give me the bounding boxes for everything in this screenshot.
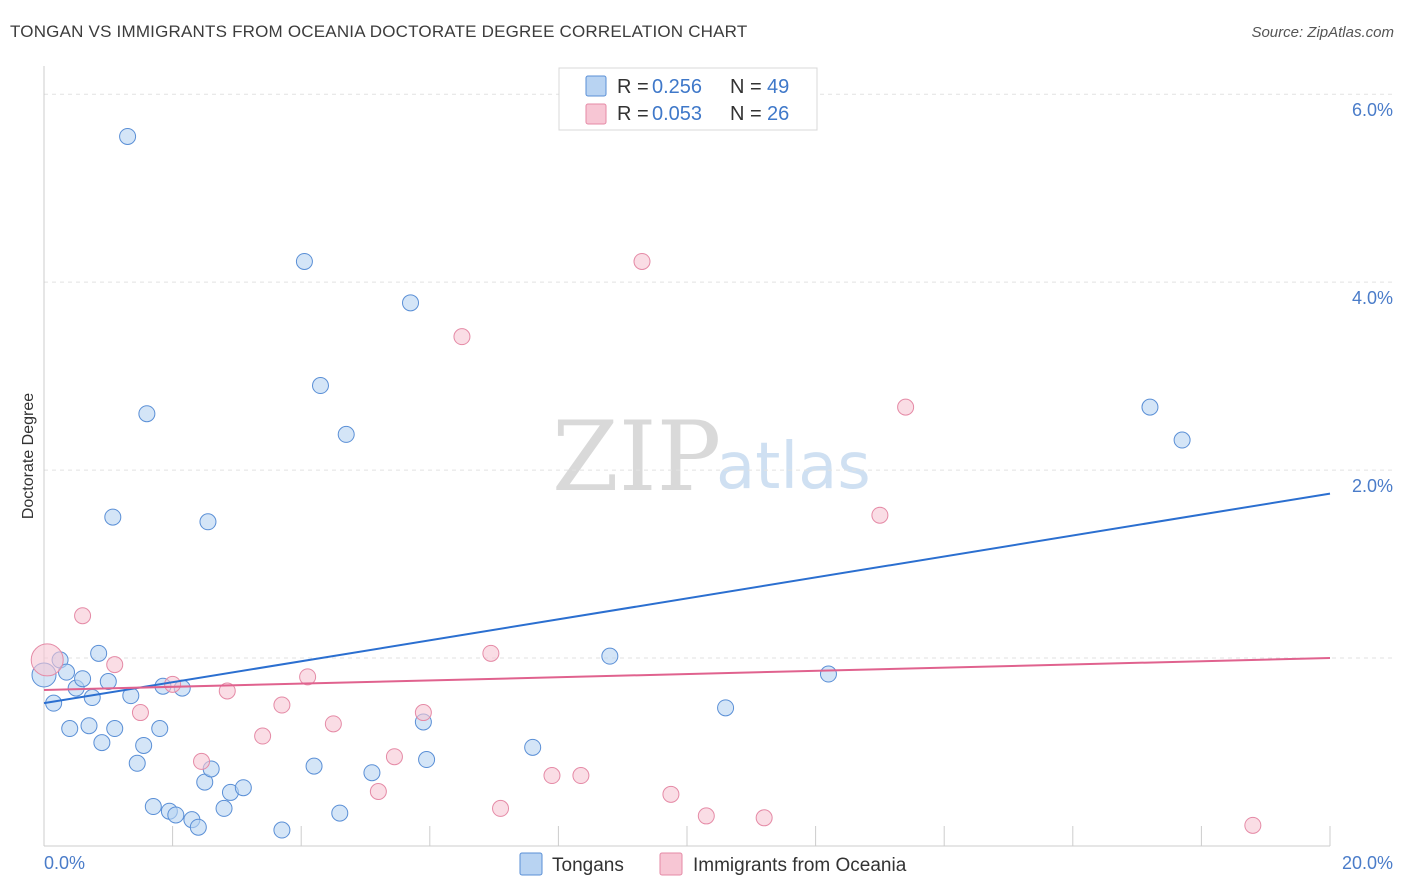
- point-tongans: [402, 294, 420, 312]
- y-tick-label: 2.0%: [1352, 476, 1393, 496]
- point-oceania: [273, 696, 291, 714]
- point-oceania: [633, 252, 651, 270]
- point-tongans: [234, 779, 252, 797]
- point-oceania: [697, 807, 715, 825]
- point-oceania: [74, 607, 92, 625]
- y-tick-labels: 2.0%4.0%6.0%8.0%: [1352, 100, 1393, 496]
- point-tongans: [119, 127, 137, 145]
- source-label: Source: ZipAtlas.com: [1251, 24, 1394, 41]
- point-tongans: [83, 689, 101, 707]
- point-tongans: [104, 508, 122, 526]
- point-tongans: [144, 798, 162, 816]
- bottom-legend: Tongans Immigrants from Oceania: [519, 852, 907, 876]
- point-tongans: [363, 764, 381, 782]
- bottom-legend-swatch-tongans: [519, 852, 543, 876]
- watermark: ZIP atlas: [552, 401, 871, 513]
- legend-n-value-1: 49: [767, 76, 789, 98]
- point-tongans: [167, 806, 185, 824]
- point-oceania: [218, 682, 236, 700]
- point-oceania: [106, 656, 124, 674]
- trend-line-oceania: [43, 657, 1331, 691]
- x-axis-ticks: [172, 826, 1331, 846]
- point-oceania: [299, 668, 317, 686]
- point-tongans: [90, 644, 108, 662]
- legend-swatch-oceania: [585, 103, 607, 125]
- point-tongans: [151, 720, 169, 738]
- point-tongans: [128, 754, 146, 772]
- point-tongans: [58, 663, 76, 681]
- point-oceania: [871, 506, 889, 524]
- trend-lines: [43, 492, 1331, 705]
- bottom-legend-label-oceania: Immigrants from Oceania: [693, 855, 907, 876]
- y-axis-label: Doctorate Degree: [20, 393, 37, 519]
- watermark-atlas: atlas: [716, 430, 871, 504]
- point-tongans: [305, 757, 323, 775]
- legend-r-value-1: 0.256: [652, 76, 702, 98]
- point-oceania: [324, 715, 342, 733]
- top-legend: R = 0.256 N = 49 R = 0.053 N = 26: [558, 67, 818, 131]
- point-tongans: [311, 377, 329, 395]
- bottom-legend-label-tongans: Tongans: [552, 855, 624, 876]
- point-oceania: [164, 675, 182, 693]
- point-tongans: [135, 736, 153, 754]
- legend-n-label-1: N =: [730, 76, 762, 98]
- point-oceania: [30, 643, 64, 677]
- legend-n-label-2: N =: [730, 103, 762, 125]
- point-oceania: [492, 799, 510, 817]
- point-tongans: [717, 699, 735, 717]
- legend-swatch-tongans: [585, 75, 607, 97]
- point-tongans: [1173, 431, 1191, 449]
- point-oceania: [131, 704, 149, 722]
- point-tongans: [138, 405, 156, 423]
- legend-r-value-2: 0.053: [652, 103, 702, 125]
- chart-title: TONGAN VS IMMIGRANTS FROM OCEANIA DOCTOR…: [10, 22, 748, 41]
- point-tongans: [189, 818, 207, 836]
- point-tongans: [601, 647, 619, 665]
- point-oceania: [482, 644, 500, 662]
- point-tongans: [819, 665, 837, 683]
- point-oceania: [414, 704, 432, 722]
- point-oceania: [453, 328, 471, 346]
- x-tick-label-max: 20.0%: [1342, 853, 1393, 873]
- point-oceania: [897, 398, 915, 416]
- point-tongans: [80, 717, 98, 735]
- y-tick-label: 6.0%: [1352, 100, 1393, 120]
- x-tick-label-min: 0.0%: [44, 853, 85, 873]
- point-tongans: [99, 673, 117, 691]
- legend-r-label-2: R =: [617, 103, 649, 125]
- point-oceania: [193, 752, 211, 770]
- point-oceania: [572, 767, 590, 785]
- data-points: [30, 127, 1262, 839]
- point-tongans: [418, 751, 436, 769]
- point-tongans: [295, 252, 313, 270]
- point-tongans: [199, 513, 217, 531]
- grid-lines: [44, 93, 1392, 659]
- y-tick-label: 4.0%: [1352, 288, 1393, 308]
- point-tongans: [106, 720, 124, 738]
- point-oceania: [385, 748, 403, 766]
- point-tongans: [215, 799, 233, 817]
- watermark-zip: ZIP: [552, 401, 721, 513]
- point-tongans: [1141, 398, 1159, 416]
- point-oceania: [254, 727, 272, 745]
- legend-n-value-2: 26: [767, 103, 789, 125]
- point-tongans: [74, 670, 92, 688]
- point-tongans: [93, 734, 111, 752]
- point-oceania: [755, 809, 773, 827]
- point-tongans: [524, 738, 542, 756]
- point-oceania: [662, 785, 680, 803]
- point-tongans: [337, 425, 355, 443]
- point-tongans: [61, 720, 79, 738]
- trend-line-tongans: [43, 492, 1331, 705]
- point-oceania: [543, 767, 561, 785]
- legend-r-label-1: R =: [617, 76, 649, 98]
- point-tongans: [273, 821, 291, 839]
- point-oceania: [369, 782, 387, 800]
- point-oceania: [1244, 816, 1262, 834]
- bottom-legend-swatch-oceania: [659, 852, 683, 876]
- point-tongans: [331, 804, 349, 822]
